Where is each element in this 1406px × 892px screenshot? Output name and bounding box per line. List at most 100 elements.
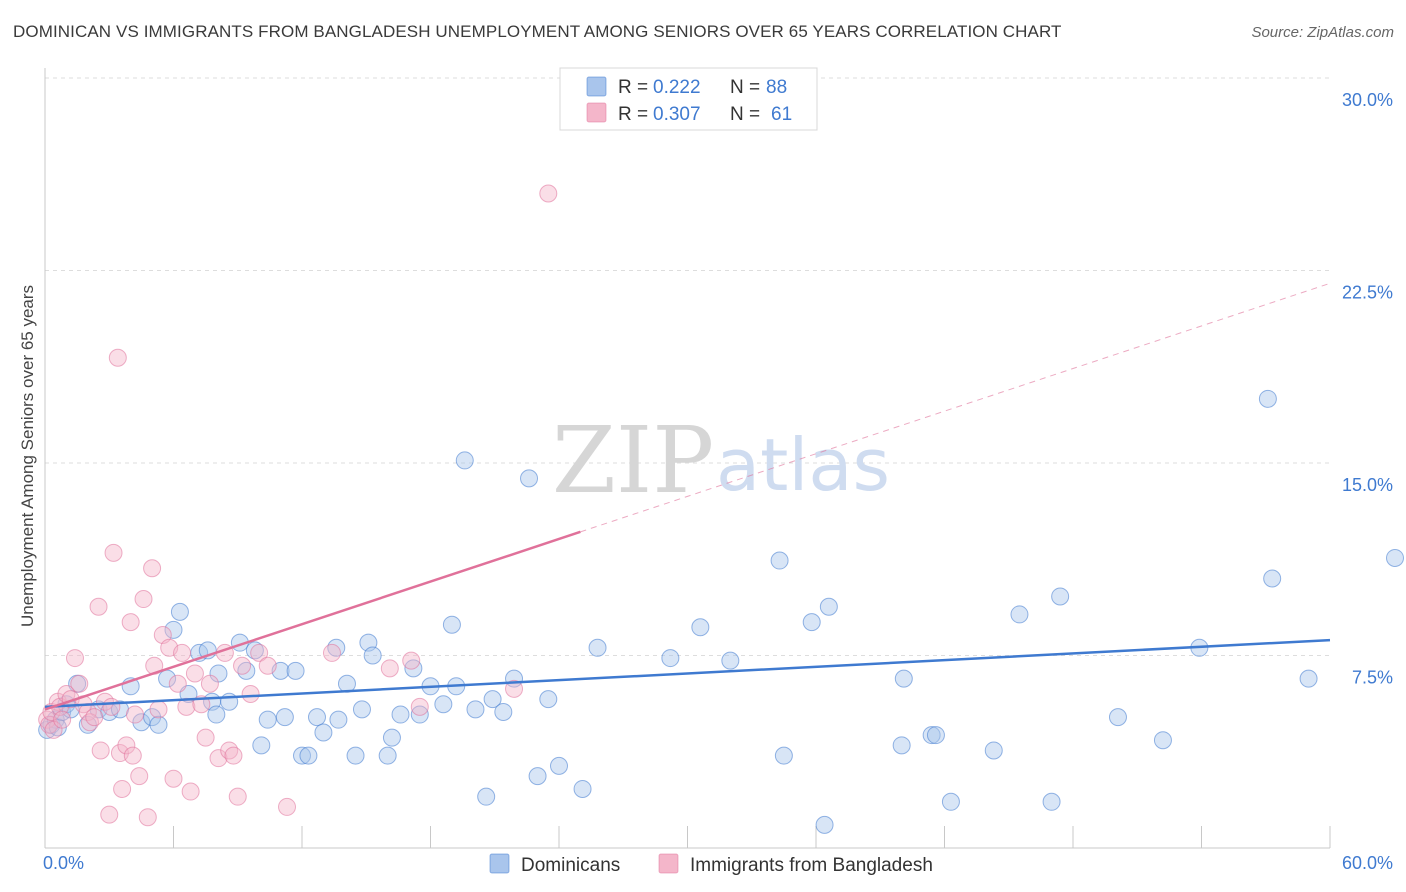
bottom-legend-dominicans: Dominicans [521, 855, 620, 876]
dominicans-point-66 [661, 649, 680, 668]
y-tick-label-1: 15.0% [1342, 475, 1393, 495]
dominicans-point-32 [275, 708, 294, 727]
dominicans-point-37 [314, 723, 333, 742]
dominicans-point-36 [307, 708, 326, 727]
dominicans-point-13 [132, 713, 151, 732]
dominicans-point-39 [329, 710, 348, 729]
legend-swatch-dominicans [586, 76, 607, 97]
dominicans-point-60 [520, 469, 539, 488]
bangladesh-point-25 [121, 613, 140, 632]
dominicans-point-68 [721, 651, 740, 670]
dominicans-point-64 [573, 779, 592, 798]
bangladesh-point-18 [100, 805, 119, 824]
dominicans-point-73 [819, 597, 838, 616]
bangladesh-point-49 [228, 787, 247, 806]
dominicans-point-67 [691, 618, 710, 637]
bangladesh-point-55 [322, 643, 341, 662]
dominicans-point-58 [494, 702, 513, 721]
bangladesh-point-44 [200, 674, 219, 693]
bangladesh-point-52 [250, 643, 269, 662]
legend-n-value-2: 61 [771, 104, 792, 125]
dominicans-trend-line [44, 638, 1331, 709]
dominicans-point-15 [149, 715, 168, 734]
watermark: ZIP atlas [552, 407, 890, 514]
dominicans-point-69 [770, 551, 789, 570]
x-tick-label-0: 0.0% [43, 853, 84, 873]
dominicans-point-65 [588, 638, 607, 657]
y-tick-label-0: 7.5% [1352, 668, 1393, 688]
dominicans-point-49 [410, 705, 429, 724]
bottom-legend-bangladesh: Immigrants from Bangladesh [690, 855, 933, 876]
legend-n-value-1: 88 [766, 77, 787, 98]
dominicans-point-33 [286, 661, 305, 680]
dominicans-point-47 [391, 705, 410, 724]
bangladesh-point-48 [224, 746, 243, 765]
dominicans-point-54 [455, 451, 474, 470]
bangladesh-point-28 [130, 767, 149, 786]
bangladesh-point-58 [410, 697, 429, 716]
bangladesh-point-26 [123, 746, 142, 765]
dominicans-point-44 [363, 646, 382, 665]
bangladesh-point-6 [53, 710, 72, 729]
bangladesh-point-20 [104, 543, 123, 562]
dominicans-point-78 [941, 792, 960, 811]
dominicans-point-72 [815, 815, 834, 834]
dominicans-point-75 [894, 669, 913, 688]
dominicans-point-77 [926, 726, 945, 745]
bangladesh-point-9 [65, 649, 84, 668]
legend-r-value-2: 0.307 [653, 104, 701, 125]
watermark-zip: ZIP [552, 407, 714, 514]
bangladesh-point-14 [85, 708, 104, 727]
dominicans-point-62 [539, 690, 558, 709]
x-tick-label-1: 60.0% [1342, 853, 1393, 873]
dominicans-point-35 [299, 746, 318, 765]
y-axis-label: Unemployment Among Seniors over 65 years [18, 285, 37, 627]
dominicans-point-14 [143, 708, 162, 727]
dominicans-point-83 [1108, 708, 1127, 727]
dominicans-point-88 [1299, 669, 1318, 688]
dominicans-point-87 [1263, 569, 1282, 588]
dominicans-point-48 [404, 659, 423, 678]
dominicans-point-76 [922, 726, 941, 745]
bottom-legend: Dominicans Immigrants from Bangladesh [489, 853, 933, 876]
dominicans-point-81 [1042, 792, 1061, 811]
bangladesh-point-27 [125, 705, 144, 724]
dominicans-point-74 [892, 736, 911, 755]
dominicans-point-45 [378, 746, 397, 765]
bangladesh-point-16 [91, 741, 110, 760]
bangladesh-point-21 [108, 348, 127, 367]
dominicans-point-86 [1258, 389, 1277, 408]
bangladesh-point-60 [539, 184, 558, 203]
bangladesh-point-45 [209, 749, 228, 768]
dominicans-point-70 [774, 746, 793, 765]
bangladesh-point-37 [168, 674, 187, 693]
bangladesh-point-29 [134, 590, 153, 609]
bangladesh-point-23 [113, 779, 132, 798]
bangladesh-point-41 [185, 664, 204, 683]
bangladesh-point-43 [196, 728, 215, 747]
dominicans-point-61 [528, 767, 547, 786]
dominicans-point-82 [1051, 587, 1070, 606]
dominicans-point-23 [207, 705, 226, 724]
dominicans-point-46 [382, 728, 401, 747]
dominicans-point-55 [466, 700, 485, 719]
points-layer [38, 184, 1404, 834]
bangladesh-point-54 [278, 797, 297, 816]
legend-r-label-2: R = [618, 104, 648, 125]
legend-r-value-1: 0.222 [653, 77, 701, 98]
bangladesh-point-30 [138, 808, 157, 827]
dominicans-point-56 [477, 787, 496, 806]
watermark-atlas: atlas [716, 423, 890, 507]
bangladesh-point-59 [505, 679, 524, 698]
bangladesh-point-31 [143, 559, 162, 578]
bangladesh-point-10 [70, 674, 89, 693]
dominicans-point-30 [258, 710, 277, 729]
bangladesh-trend-line [44, 530, 581, 711]
dominicans-point-41 [346, 746, 365, 765]
bangladesh-point-24 [117, 736, 136, 755]
y-tick-label-3: 30.0% [1342, 90, 1393, 110]
bangladesh-point-57 [402, 651, 421, 670]
bangladesh-point-33 [149, 700, 168, 719]
legend: R = 0.222 N = 88 R = 0.307 N = 61 [559, 67, 818, 131]
